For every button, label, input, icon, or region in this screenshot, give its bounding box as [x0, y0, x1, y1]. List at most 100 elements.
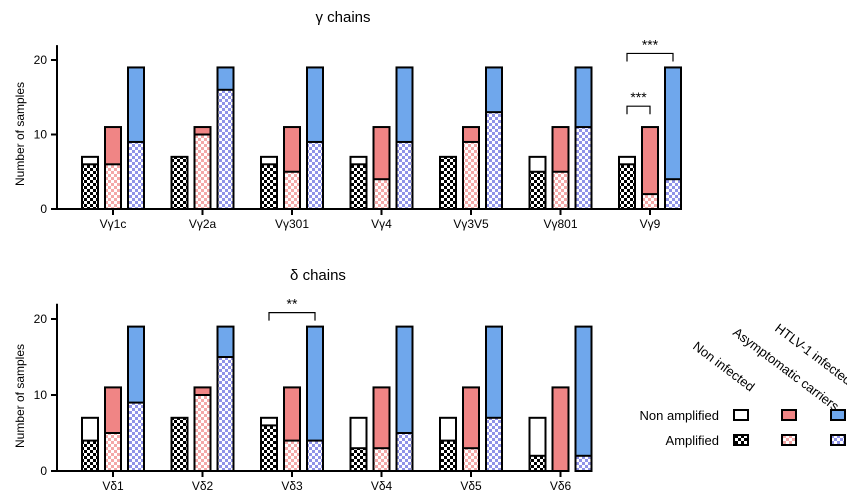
- x-tick-label: Vγ301: [275, 217, 309, 231]
- bar-amplified: [396, 141, 413, 209]
- bar-amplified: [105, 433, 121, 471]
- bar-outline: [283, 126, 301, 210]
- bar-non-amplified: [194, 127, 211, 135]
- x-tick-label: Vγ9: [640, 217, 661, 231]
- bar-amplified: [261, 425, 277, 471]
- significance-bracket: [268, 312, 316, 321]
- chart-marks: 0 10 20 Vδ1 Vδ2 Vδ3 Vδ4 Vδ5 Vδ6 **: [34, 296, 593, 493]
- legend-swatch-non-amplified: [781, 409, 797, 421]
- bar-outline: [372, 126, 391, 210]
- bar-outline: [551, 126, 570, 210]
- bar-amplified: [440, 156, 456, 209]
- y-tick-label: 10: [34, 128, 48, 142]
- bar-outline: [127, 66, 145, 210]
- y-tick-label: 0: [40, 464, 47, 478]
- bar-amplified: [217, 89, 234, 209]
- bar-non-amplified: [665, 67, 681, 180]
- bar-non-amplified: [82, 417, 98, 441]
- bar-non-amplified: [552, 127, 569, 172]
- bar-amplified: [171, 156, 188, 209]
- bar-amplified: [171, 417, 188, 471]
- bar-amplified: [575, 127, 592, 209]
- bar-amplified: [105, 164, 121, 209]
- bar-non-amplified: [642, 127, 658, 195]
- bar-amplified: [529, 171, 546, 209]
- bar-amplified: [217, 357, 234, 471]
- bar-non-amplified: [350, 156, 367, 165]
- bar-amplified: [665, 179, 681, 209]
- y-axis-label: Number of samples: [13, 344, 27, 448]
- bar-outline: [349, 155, 368, 211]
- x-tick-label: Vγ1c: [100, 217, 127, 231]
- bar-outline: [574, 325, 593, 472]
- bar-outline: [485, 66, 503, 210]
- bar-amplified: [463, 448, 479, 471]
- x-tick-label: Vγ4: [371, 217, 392, 231]
- bar-outline: [81, 416, 99, 472]
- bar-non-amplified: [128, 67, 144, 142]
- bar-non-amplified: [82, 156, 98, 165]
- bar-outline: [170, 416, 189, 472]
- bar-amplified: [261, 164, 277, 209]
- legend: Non infected Asymptomatic carriers HTLV-…: [640, 320, 847, 448]
- legend-swatch-non-amplified: [733, 409, 749, 421]
- bar-amplified: [373, 448, 390, 471]
- bar-outline: [551, 386, 570, 472]
- bar-amplified: [529, 455, 546, 471]
- bar-amplified: [486, 417, 502, 471]
- legend-swatch-amplified: [733, 434, 749, 446]
- bar-amplified: [284, 171, 300, 209]
- significance-label: ***: [630, 89, 647, 105]
- bar-non-amplified: [261, 417, 277, 426]
- significance-bracket: [626, 52, 674, 62]
- legend-swatch-non-amplified: [830, 409, 846, 421]
- bar-outline: [574, 66, 593, 210]
- bar-non-amplified: [463, 387, 479, 449]
- bar-non-amplified: [440, 417, 456, 441]
- x-tick-label: Vγ801: [543, 217, 577, 231]
- chart-title: γ chains: [315, 9, 370, 26]
- bar-non-amplified: [552, 387, 569, 471]
- bar-outline: [372, 386, 391, 472]
- bar-outline: [81, 155, 99, 211]
- legend-row-label: Amplified: [666, 433, 719, 448]
- chart-marks: 0 10 20 Vγ1c Vγ2a Vγ301 Vγ4 Vγ3V5 Vγ801 Vγ9 *** ***: [34, 36, 682, 231]
- bar-amplified: [552, 171, 569, 209]
- bar-amplified: [619, 164, 635, 209]
- y-tick-label: 20: [34, 53, 48, 67]
- bar-outline: [193, 386, 212, 472]
- bar-amplified: [575, 455, 592, 471]
- legend-swatch-amplified: [830, 434, 846, 446]
- bar-non-amplified: [307, 67, 323, 142]
- y-tick-label: 10: [34, 388, 48, 402]
- bar-non-amplified: [396, 326, 413, 433]
- bar-non-amplified: [373, 127, 390, 180]
- x-tick-label: Vδ2: [192, 479, 214, 493]
- bar-non-amplified: [575, 67, 592, 128]
- bar-outline: [618, 155, 636, 211]
- bar-amplified: [486, 112, 502, 209]
- bar-amplified: [350, 448, 367, 471]
- bar-outline: [462, 386, 480, 472]
- bar-outline: [395, 325, 414, 472]
- bar-amplified: [350, 164, 367, 209]
- x-tick-label: Vγ2a: [189, 217, 217, 231]
- bar-amplified: [82, 164, 98, 209]
- bar-non-amplified: [128, 326, 144, 403]
- bar-non-amplified: [284, 387, 300, 441]
- bar-amplified: [284, 440, 300, 471]
- bar-outline: [395, 66, 414, 210]
- bar-non-amplified: [261, 156, 277, 165]
- bar-amplified: [194, 134, 211, 209]
- bar-outline: [216, 325, 235, 472]
- y-axis-label: Number of samples: [13, 82, 27, 186]
- bar-outline: [216, 66, 235, 210]
- bar-non-amplified: [486, 326, 502, 418]
- bar-outline: [260, 416, 278, 472]
- legend-row-label: Non amplified: [640, 408, 720, 423]
- bar-amplified: [128, 402, 144, 471]
- bar-amplified: [396, 433, 413, 471]
- bar-outline: [104, 126, 122, 210]
- bar-non-amplified: [217, 67, 234, 90]
